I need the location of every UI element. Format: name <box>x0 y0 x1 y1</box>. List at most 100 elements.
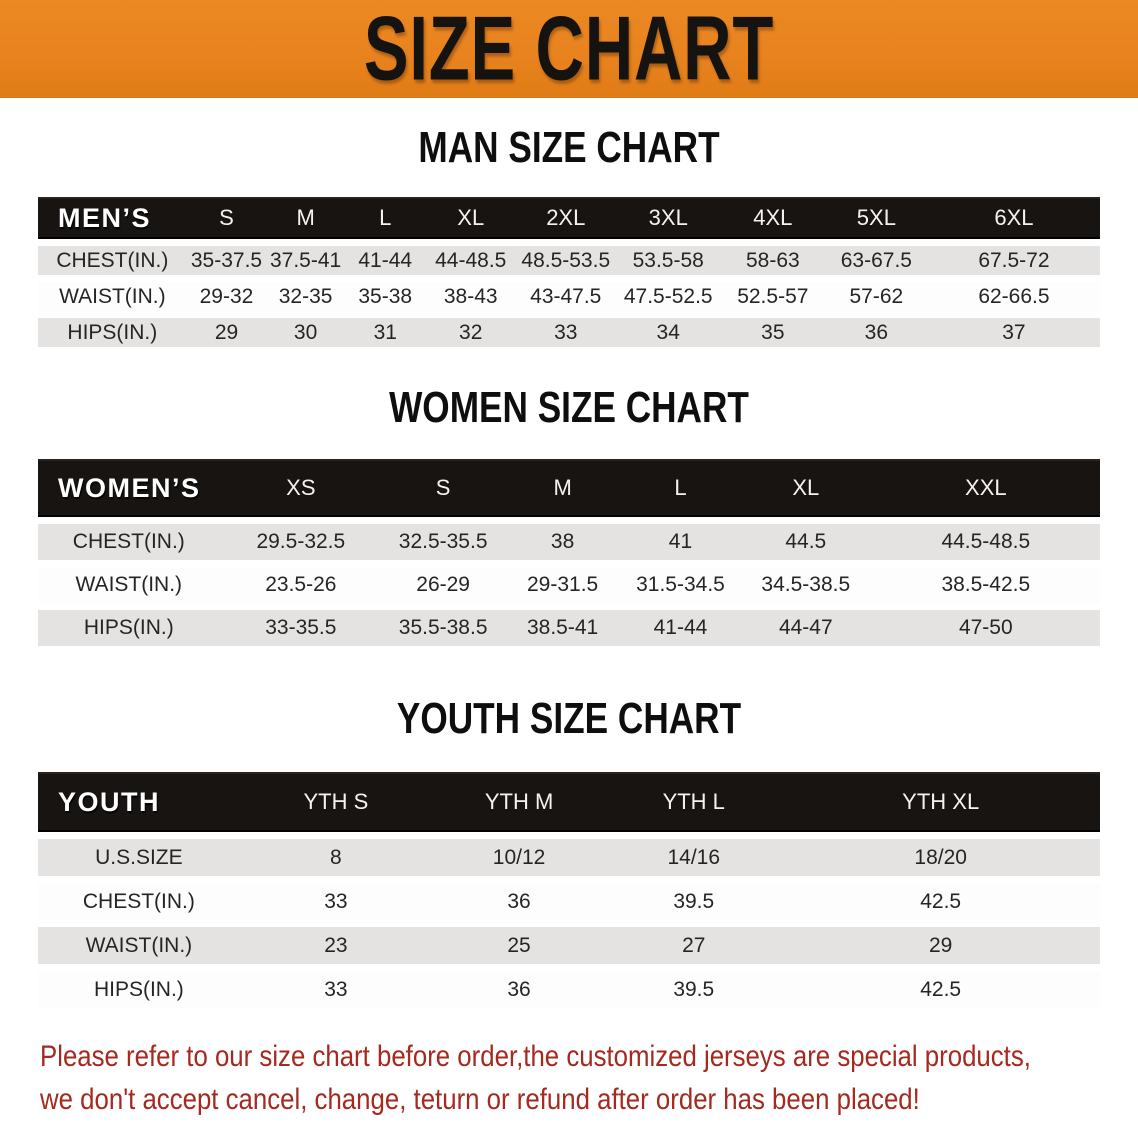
measurement-value-cell: 33 <box>515 318 616 347</box>
measurement-row: HIPS(IN.) 29 30 31 32 33 34 35 36 37 <box>38 318 1100 347</box>
measurement-row: WAIST(IN.) 29-32 32-35 35-38 38-43 43-47.5 47.… <box>38 282 1100 311</box>
disclaimer-note: Please refer to our size chart before or… <box>40 1035 1098 1121</box>
size-column-header: 4XL <box>720 197 825 239</box>
size-column-header: M <box>266 197 345 239</box>
measurement-row: WAIST(IN.) 23.5-26 26-29 29-31.5 31.5-34.5 34… <box>38 567 1100 603</box>
table-header-row: WOMEN’S XS S M L XL XXL <box>38 459 1100 517</box>
measurement-value-cell: 35.5-38.5 <box>382 610 505 646</box>
measurement-value-cell: 38 <box>504 524 622 560</box>
women-size-section: WOMEN SIZE CHART WOMEN’S XS S M L XL XXL CHEST(… <box>0 386 1138 653</box>
disclaimer-line-1: Please refer to our size chart before or… <box>40 1040 1031 1073</box>
measurement-value-cell: 29.5-32.5 <box>219 524 383 560</box>
measurement-value-cell: 37.5-41 <box>266 246 345 275</box>
measurement-value-cell: 8 <box>239 839 432 876</box>
measurement-value-cell: 23.5-26 <box>219 567 383 603</box>
measurement-value-cell: 34 <box>615 318 721 347</box>
measurement-value-cell: 57-62 <box>824 282 928 311</box>
measurement-value-cell: 36 <box>824 318 928 347</box>
measurement-value-cell: 53.5-58 <box>615 246 721 275</box>
measurement-value-cell: 29 <box>186 318 267 347</box>
measurement-value-cell: 29-31.5 <box>504 567 622 603</box>
men-size-table: MEN’S S M L XL 2XL 3XL 4XL 5XL 6XL CHEST(IN.) 35-37… <box>38 190 1100 354</box>
measurement-row: CHEST(IN.) 33 36 39.5 42.5 <box>38 883 1100 920</box>
youth-size-table: YOUTH YTH S YTH M YTH L YTH XL U.S.SIZE 8 10/12… <box>38 765 1100 1015</box>
measurement-value-cell: 27 <box>606 927 782 964</box>
size-column-header: XL <box>739 459 872 517</box>
measurement-value-cell: 37 <box>927 318 1100 347</box>
measurement-value-cell: 47-50 <box>871 610 1100 646</box>
measurement-value-cell: 29 <box>781 927 1100 964</box>
measurement-value-cell: 48.5-53.5 <box>515 246 616 275</box>
measurement-row-label: HIPS(IN.) <box>38 971 240 1008</box>
measurement-value-cell: 25 <box>431 927 607 964</box>
measurement-value-cell: 41-44 <box>344 246 426 275</box>
measurement-value-cell: 18/20 <box>781 839 1100 876</box>
measurement-value-cell: 44.5-48.5 <box>871 524 1100 560</box>
group-label: MEN’S <box>38 197 187 239</box>
measurement-value-cell: 39.5 <box>606 883 782 920</box>
measurement-value-cell: 33 <box>239 971 432 1008</box>
measurement-value-cell: 35-37.5 <box>186 246 267 275</box>
measurement-value-cell: 42.5 <box>781 971 1100 1008</box>
measurement-value-cell: 36 <box>431 883 607 920</box>
size-column-header: YTH M <box>431 772 607 832</box>
group-label: YOUTH <box>38 772 240 832</box>
measurement-value-cell: 43-47.5 <box>515 282 616 311</box>
measurement-value-cell: 23 <box>239 927 432 964</box>
measurement-value-cell: 44-48.5 <box>425 246 516 275</box>
measurement-value-cell: 33 <box>239 883 432 920</box>
group-label: WOMEN’S <box>38 459 220 517</box>
size-column-header: YTH XL <box>781 772 1100 832</box>
measurement-row: U.S.SIZE 8 10/12 14/16 18/20 <box>38 839 1100 876</box>
measurement-value-cell: 26-29 <box>382 567 505 603</box>
measurement-value-cell: 32-35 <box>266 282 345 311</box>
measurement-value-cell: 38.5-41 <box>504 610 622 646</box>
measurement-value-cell: 35 <box>720 318 825 347</box>
women-section-heading: WOMEN SIZE CHART <box>389 383 749 432</box>
banner-title: SIZE CHART <box>363 0 775 98</box>
size-column-header: S <box>186 197 267 239</box>
measurement-value-cell: 14/16 <box>606 839 782 876</box>
men-section-heading: MAN SIZE CHART <box>418 123 720 172</box>
measurement-value-cell: 38-43 <box>425 282 516 311</box>
measurement-row: HIPS(IN.) 33-35.5 35.5-38.5 38.5-41 41-44 44-… <box>38 610 1100 646</box>
size-column-header: 2XL <box>515 197 616 239</box>
size-column-header: 6XL <box>927 197 1100 239</box>
disclaimer-line-2: we don't accept cancel, change, teturn o… <box>40 1083 920 1116</box>
measurement-value-cell: 34.5-38.5 <box>739 567 872 603</box>
measurement-row-label: CHEST(IN.) <box>38 883 240 920</box>
measurement-row: HIPS(IN.) 33 36 39.5 42.5 <box>38 971 1100 1008</box>
measurement-value-cell: 47.5-52.5 <box>615 282 721 311</box>
measurement-value-cell: 32 <box>425 318 516 347</box>
measurement-value-cell: 62-66.5 <box>927 282 1100 311</box>
size-column-header: XL <box>425 197 516 239</box>
measurement-value-cell: 67.5-72 <box>927 246 1100 275</box>
table-header-row: YOUTH YTH S YTH M YTH L YTH XL <box>38 772 1100 832</box>
measurement-row-label: HIPS(IN.) <box>38 318 187 347</box>
size-column-header: XS <box>219 459 383 517</box>
measurement-value-cell: 33-35.5 <box>219 610 383 646</box>
size-column-header: 3XL <box>615 197 721 239</box>
measurement-value-cell: 44-47 <box>739 610 872 646</box>
measurement-value-cell: 63-67.5 <box>824 246 928 275</box>
youth-section-heading: YOUTH SIZE CHART <box>396 694 742 743</box>
measurement-value-cell: 41-44 <box>621 610 740 646</box>
banner: SIZE CHART <box>0 0 1138 98</box>
size-column-header: 5XL <box>824 197 928 239</box>
measurement-value-cell: 29-32 <box>186 282 267 311</box>
measurement-value-cell: 38.5-42.5 <box>871 567 1100 603</box>
measurement-value-cell: 10/12 <box>431 839 607 876</box>
measurement-row-label: WAIST(IN.) <box>38 567 220 603</box>
measurement-value-cell: 58-63 <box>720 246 825 275</box>
measurement-row-label: CHEST(IN.) <box>38 524 220 560</box>
size-column-header: S <box>382 459 505 517</box>
measurement-row-label: HIPS(IN.) <box>38 610 220 646</box>
size-column-header: M <box>504 459 622 517</box>
measurement-row-label: WAIST(IN.) <box>38 282 187 311</box>
measurement-row: CHEST(IN.) 35-37.5 37.5-41 41-44 44-48.5 48.5… <box>38 246 1100 275</box>
measurement-value-cell: 30 <box>266 318 345 347</box>
measurement-value-cell: 36 <box>431 971 607 1008</box>
measurement-row-label: CHEST(IN.) <box>38 246 187 275</box>
measurement-value-cell: 44.5 <box>739 524 872 560</box>
